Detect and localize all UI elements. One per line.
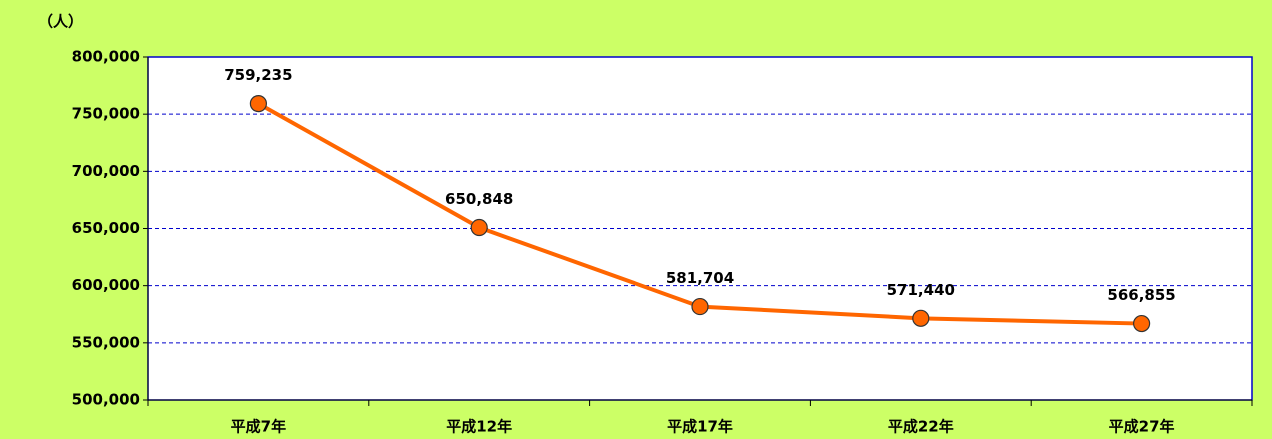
x-tick-label: 平成12年 [446,418,512,436]
x-tick-label: 平成27年 [1109,418,1175,436]
y-tick-label: 500,000 [72,391,140,409]
y-tick-label: 550,000 [72,333,140,351]
y-tick-label: 600,000 [72,276,140,294]
y-tick-label: 800,000 [72,48,140,66]
data-label: 566,855 [1107,286,1175,304]
data-label: 759,235 [224,66,292,84]
marker [691,297,709,316]
marker [912,309,930,327]
y-tick-label: 750,000 [72,105,140,123]
x-tick-label: 平成7年 [231,418,286,436]
marker [1132,314,1151,333]
x-tick-label: 平成22年 [888,418,954,436]
data-label: 571,440 [887,281,955,299]
y-unit-label: （人） [38,13,83,31]
marker [470,218,488,237]
y-tick-label: 700,000 [72,162,140,180]
data-label: 650,848 [445,190,513,208]
x-tick-label: 平成17年 [667,418,733,436]
marker [249,95,267,113]
y-tick-label: 650,000 [72,219,140,237]
data-label: 581,704 [666,269,734,287]
